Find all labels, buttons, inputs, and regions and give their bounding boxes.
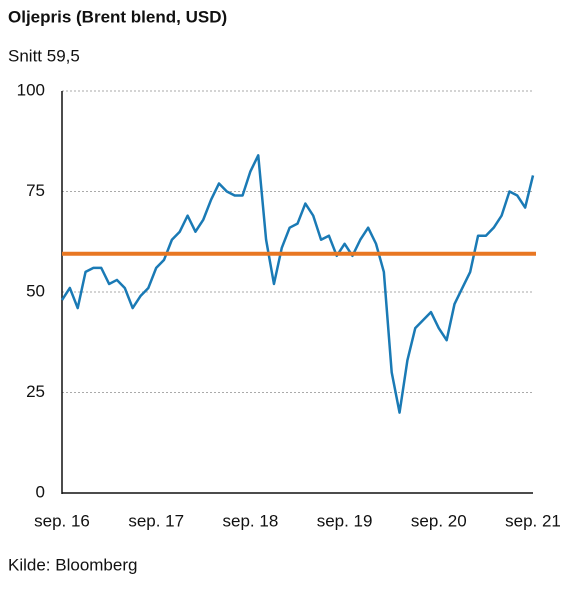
x-tick-label: sep. 21 xyxy=(505,511,561,530)
x-tick-label: sep. 16 xyxy=(34,511,90,530)
x-tick-label: sep. 19 xyxy=(317,511,373,530)
source: Kilde: Bloomberg xyxy=(8,555,137,574)
x-tick-label: sep. 17 xyxy=(128,511,184,530)
y-tick-label: 50 xyxy=(26,281,45,300)
y-tick-label: 75 xyxy=(26,181,45,200)
x-tick-label: sep. 18 xyxy=(223,511,279,530)
y-tick-label: 100 xyxy=(17,80,45,99)
y-tick-label: 0 xyxy=(36,482,45,501)
chart-subtitle: Snitt 59,5 xyxy=(8,46,80,65)
price-line xyxy=(60,154,535,414)
chart-title: Oljepris (Brent blend, USD) xyxy=(8,7,227,26)
y-tick-label: 25 xyxy=(26,382,45,401)
x-tick-label: sep. 20 xyxy=(411,511,467,530)
